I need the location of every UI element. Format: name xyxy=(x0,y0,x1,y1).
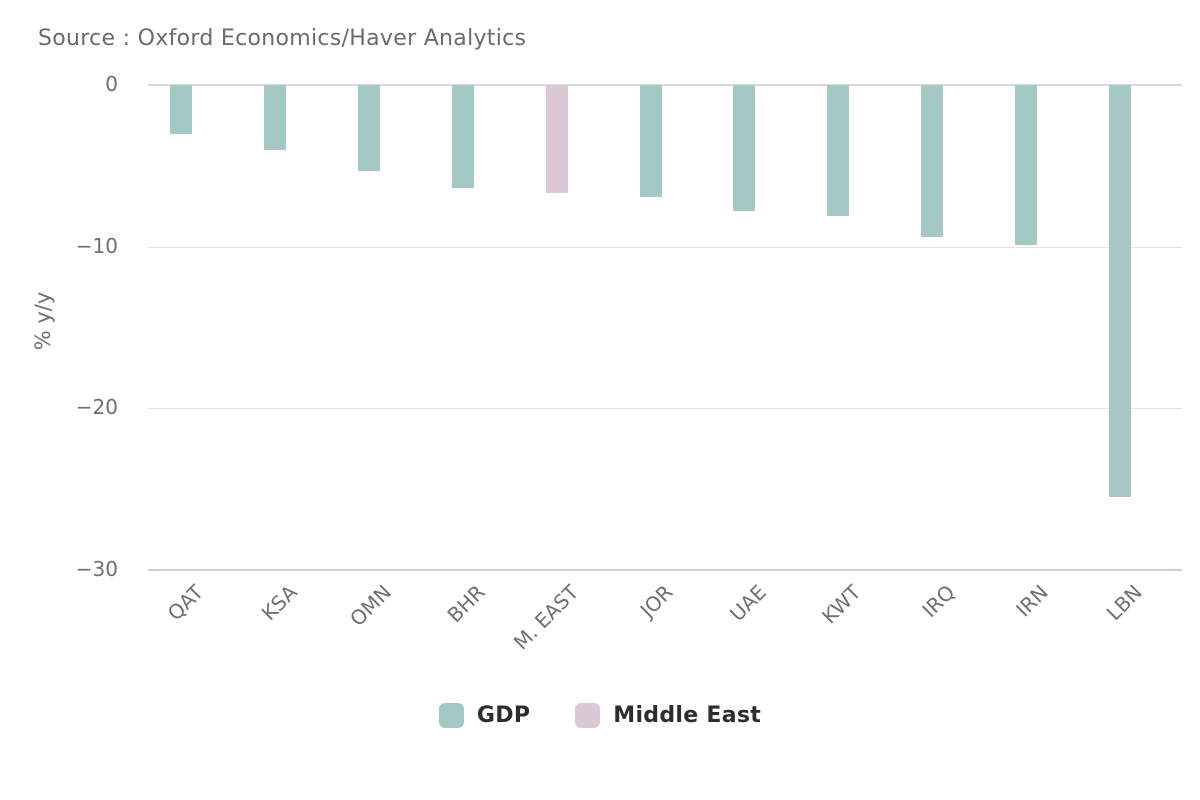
legend-swatch-gdp xyxy=(438,703,464,728)
legend-item-middle-east[interactable]: Middle East xyxy=(575,703,761,728)
x-tick-label-kwt: KWT xyxy=(816,580,866,629)
bar-m-east[interactable] xyxy=(545,85,568,194)
legend: GDP Middle East xyxy=(0,703,1200,728)
x-tick-label-bhr: BHR xyxy=(442,580,490,628)
bar-omn[interactable] xyxy=(357,85,380,171)
plot-area: QAT KSA OMN BHR M. EAST JOR UAE KWT IRQ IRN LBN xyxy=(148,84,1182,654)
bar-uae[interactable] xyxy=(733,85,756,212)
x-tick-label-jor: JOR xyxy=(635,580,678,623)
legend-swatch-middle-east xyxy=(575,703,601,728)
x-tick-label-omn: OMN xyxy=(344,580,396,631)
bar-kwt[interactable] xyxy=(827,85,850,216)
x-tick-label-m-east: M. EAST xyxy=(509,580,584,655)
y-tick-label--20: −20 xyxy=(75,395,118,420)
y-tick-label--30: −30 xyxy=(75,557,118,581)
legend-item-gdp[interactable]: GDP xyxy=(438,703,531,728)
bar-bhr[interactable] xyxy=(451,85,474,189)
gridline--10 xyxy=(148,246,1182,248)
y-axis-title: % y/y xyxy=(31,291,55,351)
bar-jor[interactable] xyxy=(639,85,662,197)
legend-label-middle-east: Middle East xyxy=(613,703,762,728)
bar-qat[interactable] xyxy=(170,85,192,134)
x-tick-label-ksa: KSA xyxy=(256,580,302,626)
x-tick-label-irn: IRN xyxy=(1011,580,1054,622)
y-tick-label-0: 0 xyxy=(105,72,118,96)
gridline--30 xyxy=(148,569,1182,571)
chart-source-text: Source : Oxford Economics/Haver Analytic… xyxy=(38,26,527,51)
bar-ksa[interactable] xyxy=(263,85,286,150)
x-tick-label-uae: UAE xyxy=(725,580,772,626)
gridline-0 xyxy=(148,84,1182,86)
x-tick-label-lbn: LBN xyxy=(1101,580,1147,626)
gridline--20 xyxy=(148,408,1182,410)
x-tick-label-irq: IRQ xyxy=(917,580,960,623)
bar-lbn[interactable] xyxy=(1109,85,1131,498)
y-tick-label--10: −10 xyxy=(75,233,118,258)
bar-irq[interactable] xyxy=(921,85,944,237)
legend-label-gdp: GDP xyxy=(476,703,531,728)
x-tick-label-qat: QAT xyxy=(162,580,208,626)
bar-irn[interactable] xyxy=(1015,85,1038,246)
